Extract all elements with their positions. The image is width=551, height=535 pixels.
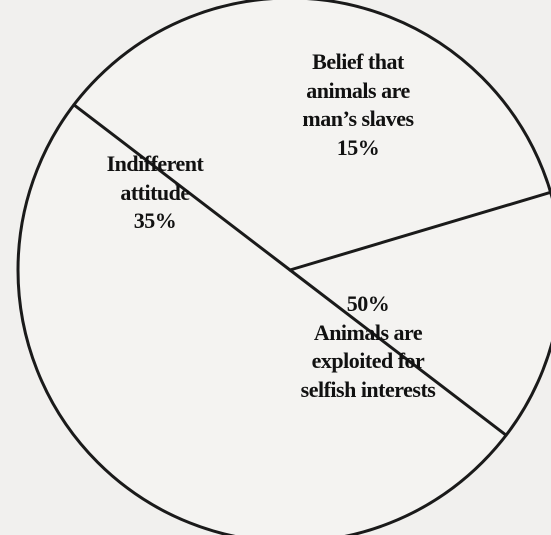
slice-label-line: Indifferent — [106, 151, 204, 176]
slice-value-label: 35% — [133, 208, 177, 234]
pie-slice-indifferent — [73, 0, 551, 270]
slice-divider-line — [72, 103, 292, 272]
pie-slice-belief — [290, 192, 551, 436]
slice-label-belief: Belief that animals are man’s slaves 15% — [278, 48, 438, 162]
slice-divider-line — [288, 268, 508, 437]
slice-label-line: man’s slaves — [302, 106, 414, 132]
slice-divider-line — [288, 190, 551, 272]
slice-label-line: exploited for — [311, 348, 425, 374]
slice-value-label: 15% — [336, 134, 380, 160]
slice-label-indifferent: Indifferent attitude 35% — [80, 150, 230, 236]
slice-label-line: Belief that — [312, 49, 404, 74]
pie-outline — [16, 0, 551, 535]
slice-label-line: Animals are — [313, 319, 423, 345]
slice-value-label: 50% — [346, 291, 390, 316]
pie-slice-exploited — [18, 104, 507, 535]
slice-label-exploited: 50% Animals are exploited for selfish in… — [268, 290, 468, 404]
slice-label-line: selfish interests — [300, 376, 436, 402]
slice-label-line: animals are — [306, 77, 410, 103]
slice-label-line: attitude — [120, 179, 190, 205]
